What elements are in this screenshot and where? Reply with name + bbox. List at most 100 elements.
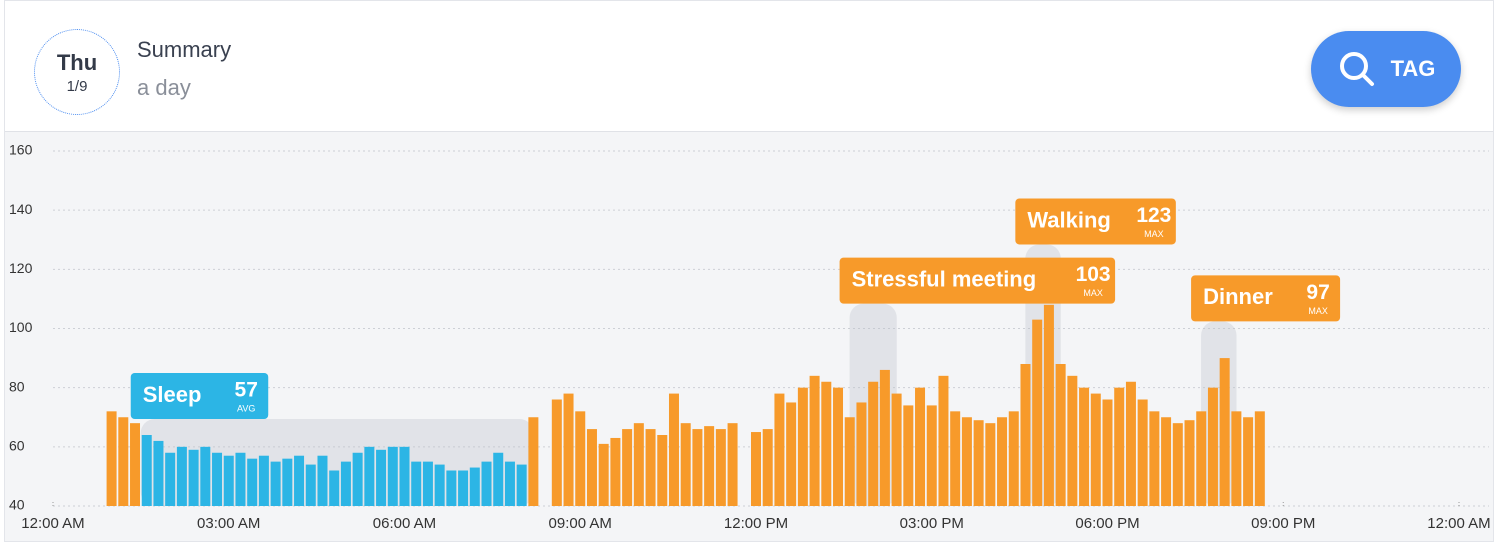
bar <box>1067 375 1078 506</box>
bar <box>868 381 879 506</box>
bar <box>422 461 433 506</box>
bar <box>376 449 387 506</box>
bar <box>1032 319 1043 506</box>
title: Summary <box>137 37 232 62</box>
bar <box>704 426 715 506</box>
bar <box>833 387 844 506</box>
bar <box>985 423 996 506</box>
bar <box>645 429 656 506</box>
bar <box>1020 364 1031 506</box>
bar <box>528 417 539 506</box>
bar <box>715 429 726 506</box>
bar <box>598 443 609 506</box>
bar <box>1219 358 1230 506</box>
x-tick-label: 09:00 AM <box>549 515 612 532</box>
bar <box>1055 364 1066 506</box>
bar <box>504 461 515 506</box>
bar <box>1254 411 1265 506</box>
bar <box>493 452 504 506</box>
bar <box>1196 411 1207 506</box>
annotation-stat: MAX <box>1308 306 1328 316</box>
bar <box>176 446 187 506</box>
bar <box>762 429 773 506</box>
annotation-value: 57 <box>235 379 258 402</box>
x-tick-label: 09:00 PM <box>1251 515 1315 532</box>
bar <box>106 411 117 506</box>
bar <box>915 387 926 506</box>
x-tick-label: 12:00 AM <box>1427 515 1490 532</box>
bar <box>903 405 914 506</box>
bar <box>1172 423 1183 506</box>
bar <box>1008 411 1019 506</box>
annotation-label: Walking <box>1027 207 1111 232</box>
bar <box>961 417 972 506</box>
bar <box>692 429 703 506</box>
tag-button[interactable]: TAG <box>1311 31 1461 107</box>
bar <box>1161 417 1172 506</box>
y-tick-label: 140 <box>9 201 33 217</box>
bar <box>809 375 820 506</box>
bar <box>973 420 984 506</box>
bar <box>130 423 141 506</box>
y-tick-label: 80 <box>9 378 25 394</box>
bar <box>610 437 621 506</box>
bar <box>1102 399 1113 506</box>
annotation-stat: AVG <box>237 403 255 413</box>
bar <box>751 432 761 506</box>
button-label: TAG <box>1390 56 1436 81</box>
x-tick-label: 03:00 PM <box>900 515 964 532</box>
bar <box>340 461 351 506</box>
bar <box>879 369 890 506</box>
bar <box>797 387 808 506</box>
bar <box>633 423 644 506</box>
annotation-stat: MAX <box>1083 288 1103 298</box>
bar <box>329 470 340 506</box>
bar <box>1090 393 1101 506</box>
bar <box>387 446 398 506</box>
bar <box>411 461 422 506</box>
annotation-box <box>1015 198 1176 245</box>
bar <box>446 470 457 506</box>
bar <box>786 402 797 506</box>
annotation-label: Dinner <box>1203 284 1273 309</box>
annotation-box <box>1191 275 1341 322</box>
search-icon <box>1339 52 1374 86</box>
bar <box>200 446 211 506</box>
bar <box>305 464 316 506</box>
annotation-box <box>839 257 1116 304</box>
bar <box>1231 411 1242 506</box>
bar <box>458 470 469 506</box>
annotation: Stressful meeting 103 MAX <box>839 257 1116 304</box>
bar <box>622 429 633 506</box>
subtitle: a day <box>137 75 191 100</box>
bar <box>575 411 586 506</box>
bar <box>891 393 902 506</box>
y-tick-label: 160 <box>9 142 33 158</box>
bar <box>657 435 668 506</box>
bar <box>317 455 328 506</box>
bar <box>680 423 691 506</box>
bar <box>212 452 223 506</box>
bar <box>997 417 1008 506</box>
bar <box>727 423 738 506</box>
annotation-value: 123 <box>1136 204 1171 227</box>
annotation-label: Stressful meeting <box>852 266 1037 291</box>
bar <box>586 429 597 506</box>
bar <box>258 455 269 506</box>
annotation-range <box>1201 321 1237 506</box>
summary-card: Thu 1/9 Summary a day TAG 40 60 80 100 120 140… <box>4 0 1494 542</box>
header: Thu 1/9 Summary a day TAG <box>5 1 1493 132</box>
bar <box>668 393 679 506</box>
annotation: Walking 123 MAX <box>1015 198 1176 245</box>
bar <box>1043 304 1054 506</box>
x-tick-label: 06:00 PM <box>1075 515 1139 532</box>
bar <box>270 461 281 506</box>
bar <box>469 467 480 506</box>
annotation: Dinner 97 MAX <box>1191 275 1341 322</box>
bar <box>1079 387 1090 506</box>
bar <box>141 435 152 506</box>
annotation-label: Sleep <box>143 382 202 407</box>
bar <box>247 458 258 506</box>
bar <box>434 464 445 506</box>
